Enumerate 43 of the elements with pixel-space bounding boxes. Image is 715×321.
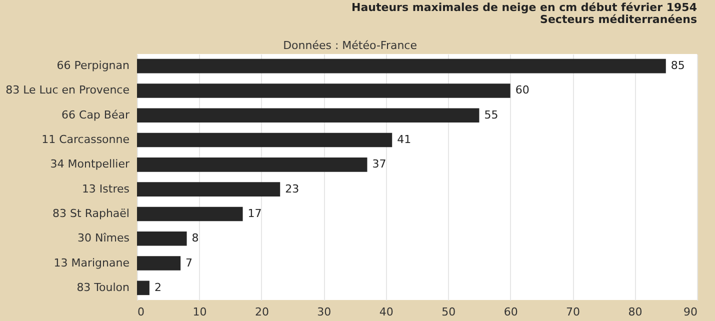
- y-tick-label: 30 Nîmes: [78, 232, 130, 245]
- data-label: 60: [515, 84, 530, 97]
- bar: [137, 58, 666, 74]
- bar: [137, 132, 392, 148]
- x-tick-label: 80: [628, 306, 642, 318]
- bar: [137, 158, 368, 172]
- data-label: 37: [372, 158, 386, 171]
- y-tick-label: 83 Le Luc en Provence: [6, 84, 130, 97]
- bar: [137, 108, 480, 123]
- bar: [137, 280, 150, 296]
- x-tick-label: 0: [138, 306, 144, 318]
- data-label: 17: [248, 206, 262, 220]
- y-tick-label: 83 Toulon: [76, 280, 130, 294]
- x-tick-label: 90: [684, 306, 698, 318]
- x-tick-label: 60: [504, 306, 518, 318]
- bar: [137, 231, 187, 246]
- y-tick-label: 66 Cap Béar: [62, 108, 130, 122]
- bar: [137, 84, 510, 98]
- x-tick-label: 20: [254, 306, 269, 318]
- bar: [137, 256, 181, 270]
- data-label: 7: [186, 256, 193, 270]
- y-tick-label: 11 Carcassonne: [42, 133, 130, 146]
- x-tick-label: 50: [442, 306, 456, 318]
- text: Données : Météo-France: [283, 39, 418, 52]
- bar: [137, 206, 243, 222]
- x-tick-label: 40: [379, 306, 394, 318]
- data-label: 85: [670, 59, 685, 72]
- y-tick-label: 13 Marignane: [54, 256, 130, 270]
- y-tick-label: 66 Perpignan: [56, 59, 130, 72]
- x-tick-label: 10: [192, 306, 207, 318]
- data-label: 23: [285, 182, 300, 196]
- chart-title: Hauteurs maximales de neige en cm début février 1954: [352, 1, 698, 14]
- x-tick-label: 30: [317, 306, 332, 318]
- chart-subtitle: Secteurs méditerranéens: [540, 13, 698, 26]
- x-tick-label: 70: [566, 306, 580, 318]
- data-label: 55: [484, 108, 498, 122]
- bar: [137, 182, 280, 196]
- data-label: 41: [397, 133, 412, 146]
- y-tick-label: 34 Montpellier: [50, 158, 130, 171]
- y-tick-label: 83 St Raphaël: [52, 206, 130, 220]
- data-label: 8: [192, 232, 199, 245]
- y-tick-label: 13 Istres: [82, 182, 130, 196]
- data-label: 2: [154, 280, 162, 294]
